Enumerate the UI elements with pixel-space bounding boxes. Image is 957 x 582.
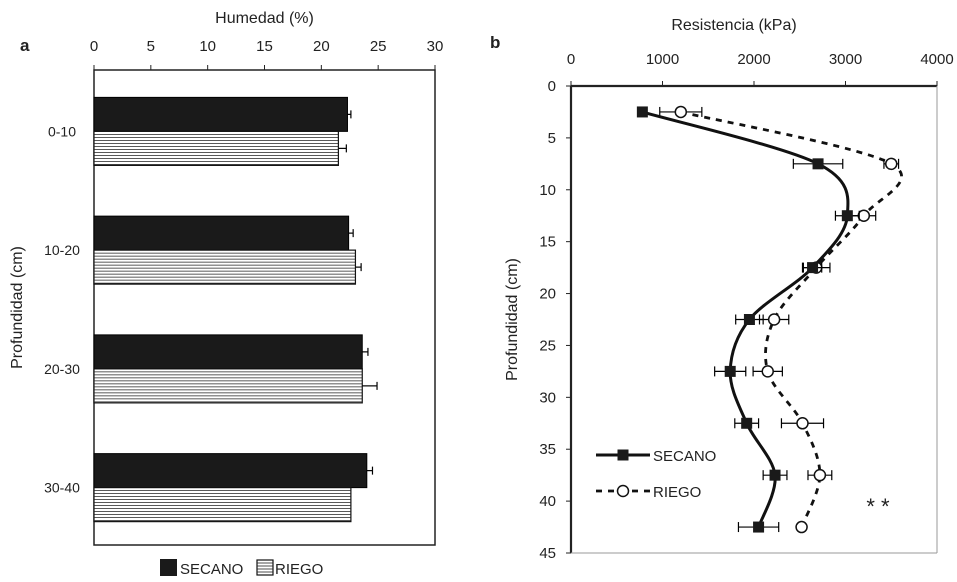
data-point-secano [753, 521, 765, 533]
data-point-riego [674, 105, 688, 119]
y-tick-label: 40 [539, 493, 556, 510]
bar-secano [93, 453, 368, 489]
bar-secano [93, 334, 363, 370]
chart-title: Humedad (%) [215, 10, 314, 27]
x-tick-label: 30 [427, 38, 444, 55]
y-tick-label: 0-10 [48, 123, 76, 139]
data-point-riego [813, 468, 827, 482]
legend-label-riego: RIEGO [653, 484, 701, 501]
bar-riego [93, 368, 363, 404]
y-tick-label: 15 [539, 234, 556, 251]
data-point-secano [741, 417, 753, 429]
y-tick-label: 20-30 [44, 361, 80, 377]
data-point-secano [724, 365, 736, 377]
legend-swatch-riego [256, 559, 274, 576]
panel-a-letter: a [20, 36, 30, 55]
x-tick-label: 20 [313, 38, 330, 55]
legend-swatch-secano [160, 559, 177, 576]
data-point-riego [767, 313, 781, 326]
chart-title: Resistencia (kPa) [671, 17, 796, 34]
x-tick-label: 2000 [737, 51, 770, 68]
y-tick-label: 20 [539, 286, 556, 303]
x-tick-label: 0 [567, 51, 575, 68]
data-point-secano [841, 210, 853, 222]
panel-b-letter: b [490, 33, 500, 52]
data-point-riego [796, 417, 809, 430]
data-point-riego [885, 157, 898, 171]
humidity-bar-chart: Humedad (%) 0 5 10 15 20 25 30 Profundidad (cm) 0… [9, 10, 443, 578]
y-axis-label: Profundidad (cm) [9, 246, 26, 369]
x-tick-label: 0 [90, 38, 98, 55]
x-tick-label: 25 [370, 38, 387, 55]
y-tick-label: 35 [539, 441, 556, 458]
data-point-secano [636, 106, 648, 118]
legend-label-secano: SECANO [180, 561, 243, 578]
bar-secano [93, 215, 350, 251]
x-tick-label: 4000 [920, 51, 953, 68]
data-point-secano [743, 314, 755, 325]
data-point-riego [795, 520, 808, 534]
y-tick-label: 10 [539, 182, 556, 199]
y-tick-label: 45 [539, 545, 556, 562]
y-tick-label: 10-20 [44, 242, 80, 258]
y-tick-label: 30 [539, 389, 556, 406]
bar-riego [93, 487, 352, 523]
legend-marker-secano [617, 449, 629, 461]
legend-label-riego: RIEGO [275, 561, 323, 578]
bar-secano [93, 96, 348, 132]
x-tick-label: 1000 [646, 51, 679, 68]
data-point-secano [812, 158, 824, 170]
series-line-riego [680, 110, 903, 528]
data-point-secano [807, 262, 819, 274]
x-tick-label: 5 [147, 38, 155, 55]
y-tick-label: 30-40 [44, 480, 80, 496]
y-tick-label: 5 [548, 130, 556, 147]
x-tick-label: 3000 [829, 51, 862, 68]
data-point-secano [769, 469, 781, 481]
x-tick-label: 10 [199, 38, 216, 55]
bar-riego [93, 130, 339, 166]
legend-label-secano: SECANO [653, 448, 716, 465]
data-point-riego [761, 365, 774, 378]
data-point-riego [857, 209, 871, 222]
x-tick-label: 15 [256, 38, 273, 55]
y-tick-label: 0 [548, 78, 556, 95]
resistance-line-chart: Resistencia (kPa) 0 1000 2000 3000 4000 0 5 10 15… [504, 17, 954, 562]
bar-riego [93, 249, 357, 285]
significance-annotation: * * [866, 494, 890, 519]
y-tick-label: 25 [539, 337, 556, 354]
y-axis-label: Profundidad (cm) [504, 258, 521, 381]
legend-marker-riego [616, 484, 630, 498]
